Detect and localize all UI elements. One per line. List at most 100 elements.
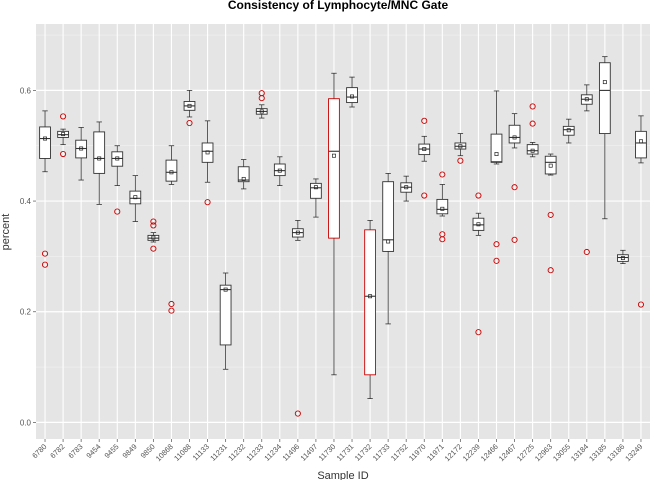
mean-marker	[313, 185, 318, 190]
mean-marker	[368, 294, 373, 299]
mean-marker	[43, 136, 47, 141]
box-6780	[39, 110, 51, 268]
outlier-point	[547, 211, 554, 218]
box-11971	[436, 171, 449, 243]
x-tick-label: 12963	[533, 442, 554, 463]
outlier-point	[439, 236, 446, 243]
box-13249	[635, 115, 647, 308]
mean-marker	[115, 156, 120, 161]
box-body	[273, 163, 286, 177]
x-tick-label: 6780	[30, 442, 48, 460]
mean-marker	[494, 152, 499, 156]
box-6782	[57, 113, 69, 158]
x-tick-label: 9455	[103, 442, 121, 460]
x-tick-label: 12172	[443, 442, 464, 463]
outlier-point	[150, 222, 157, 229]
outlier-point	[493, 241, 500, 248]
y-tick-label: 0.4	[20, 197, 32, 206]
mean-marker	[620, 256, 625, 261]
outlier-point	[457, 157, 464, 164]
outlier-point	[493, 257, 500, 264]
mean-marker	[386, 239, 391, 244]
outlier-point	[60, 150, 67, 158]
chart-title: Consistency of Lymphocyte/MNC Gate	[228, 0, 449, 12]
x-tick-label: 11733	[371, 442, 392, 463]
box-body	[237, 166, 250, 183]
outlier-point	[637, 301, 645, 308]
mean-marker	[404, 185, 409, 190]
box-body	[598, 62, 611, 135]
box-11088	[183, 90, 196, 127]
outlier-point	[547, 267, 554, 274]
outlier-point	[150, 245, 157, 252]
x-tick-label: 11234	[262, 442, 283, 463]
box-11733	[382, 172, 395, 325]
outlier-point	[150, 218, 157, 225]
mean-marker	[639, 139, 643, 144]
x-tick-label: 11730	[317, 442, 338, 463]
mean-marker	[476, 222, 481, 227]
x-tick-label: 11133	[191, 442, 211, 462]
mean-marker	[584, 97, 589, 102]
box-body	[472, 217, 485, 231]
x-tick-label: 10868	[154, 442, 175, 463]
box-body	[328, 98, 340, 239]
box-body	[382, 181, 395, 252]
outlier-point	[475, 329, 482, 336]
box-body	[436, 198, 449, 215]
mean-marker	[97, 156, 102, 161]
box-body	[111, 151, 124, 167]
mean-marker	[133, 195, 138, 200]
mean-marker	[566, 128, 571, 133]
mean-marker	[223, 287, 228, 292]
x-tick-label: 12725	[515, 442, 536, 463]
box-12172	[454, 133, 467, 164]
box-13186	[617, 249, 629, 264]
y-tick-label: 0.2	[20, 308, 32, 317]
outlier-point	[529, 103, 536, 110]
x-tick-label: 11971	[425, 442, 446, 463]
mean-marker	[205, 150, 210, 155]
mean-marker	[169, 170, 174, 175]
mean-marker	[548, 163, 553, 168]
x-tick-label: 12239	[461, 442, 482, 463]
outlier-point	[41, 261, 49, 268]
box-body	[490, 133, 503, 163]
box-13055	[562, 118, 575, 144]
box-11232	[237, 159, 250, 190]
box-12963	[544, 153, 557, 274]
box-10868	[165, 145, 178, 314]
box-9454	[93, 121, 106, 205]
mean-marker	[440, 206, 445, 211]
box-body	[617, 254, 629, 262]
box-body	[219, 284, 232, 346]
mean-marker	[241, 176, 246, 181]
box-body	[562, 125, 575, 136]
x-tick-label: 11752	[389, 442, 410, 463]
box-11133	[201, 120, 214, 206]
outlier-point	[529, 120, 536, 127]
box-11752	[400, 175, 413, 202]
box-12467	[508, 113, 521, 243]
x-tick-label: 11497	[299, 442, 320, 463]
x-tick-label: 13186	[605, 442, 626, 463]
box-body	[129, 190, 142, 205]
x-axis: 6780 6782 6783 9454 9455 9849 9850108681108811…	[30, 439, 644, 463]
outlier-point	[258, 95, 265, 102]
box-body	[544, 155, 557, 175]
outlier-point	[439, 171, 446, 178]
mean-marker	[295, 230, 300, 235]
outlier-point	[511, 184, 518, 191]
box-13185	[598, 56, 611, 220]
outlier-point	[204, 199, 211, 206]
x-tick-label: 11088	[172, 442, 193, 463]
x-tick-label: 9849	[121, 442, 139, 460]
x-tick-label: 6783	[66, 442, 84, 460]
mean-marker	[151, 235, 156, 240]
y-axis: 0.0 0.2 0.4 0.6	[20, 86, 36, 427]
box-body	[93, 131, 106, 174]
box-body	[635, 130, 647, 159]
box-9849	[129, 175, 142, 222]
x-tick-label: 11732	[353, 442, 374, 463]
x-tick-label: 11231	[208, 442, 229, 463]
